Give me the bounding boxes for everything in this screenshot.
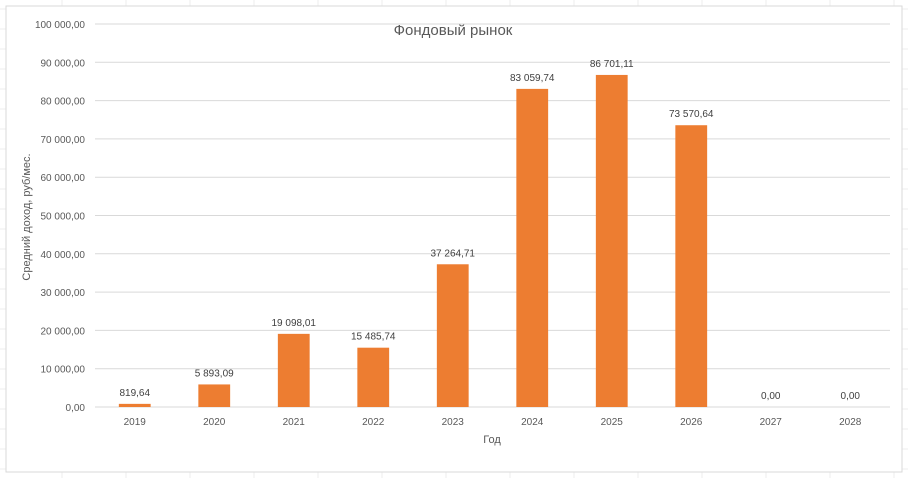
data-label: 15 485,74	[351, 332, 396, 343]
data-label: 73 570,64	[669, 109, 714, 120]
data-label: 19 098,01	[272, 318, 317, 329]
data-label: 819,64	[119, 388, 150, 399]
data-label: 83 059,74	[510, 73, 555, 84]
bar[interactable]	[277, 333, 310, 407]
y-tick-label: 30 000,00	[41, 288, 86, 299]
x-tick-label: 2028	[839, 417, 862, 428]
data-label: 0,00	[841, 391, 861, 402]
bar[interactable]	[357, 347, 390, 407]
data-label: 37 264,71	[431, 248, 476, 259]
y-tick-label: 20 000,00	[41, 326, 86, 337]
bar[interactable]	[436, 264, 469, 407]
y-tick-label: 100 000,00	[35, 20, 85, 31]
bar[interactable]	[675, 125, 708, 407]
data-labels: 819,64 5 893,09 19 098,01 15 485,74 37 264,7…	[119, 59, 860, 402]
y-tick-label: 60 000,00	[41, 173, 86, 184]
y-axis-title: Средний доход, руб/мес.	[21, 153, 33, 280]
gridlines	[95, 23, 890, 408]
x-axis-title: Год	[483, 434, 501, 446]
data-label: 86 701,11	[590, 59, 634, 70]
x-tick-label: 2027	[760, 417, 783, 428]
bar[interactable]	[595, 74, 628, 407]
y-tick-label: 40 000,00	[41, 250, 86, 261]
data-label: 5 893,09	[195, 368, 234, 379]
y-tick-label: 10 000,00	[41, 365, 86, 376]
data-label: 0,00	[761, 391, 781, 402]
bars	[118, 74, 708, 407]
x-tick-label: 2020	[203, 417, 226, 428]
x-tick-label: 2024	[521, 417, 544, 428]
bar[interactable]	[516, 88, 549, 407]
x-tick-label: 2019	[124, 417, 147, 428]
y-tick-label: 70 000,00	[41, 135, 86, 146]
x-axis-tick-labels: 2019 2020 2021 2022 2023 2024 2025 2026 2027 2028	[124, 417, 862, 428]
y-axis-tick-labels: 0,00 10 000,00 20 000,00 30 000,00 40 000,00…	[35, 20, 85, 414]
x-tick-label: 2025	[601, 417, 624, 428]
bar[interactable]	[118, 403, 151, 407]
x-tick-label: 2022	[362, 417, 385, 428]
y-tick-label: 0,00	[66, 403, 86, 414]
x-tick-label: 2021	[283, 417, 306, 428]
chart-title: Фондовый рынок	[394, 22, 513, 39]
y-tick-label: 50 000,00	[41, 212, 86, 223]
x-tick-label: 2026	[680, 417, 703, 428]
y-tick-label: 80 000,00	[41, 97, 86, 108]
y-tick-label: 90 000,00	[41, 58, 86, 69]
x-tick-label: 2023	[442, 417, 465, 428]
bar[interactable]	[198, 384, 231, 407]
